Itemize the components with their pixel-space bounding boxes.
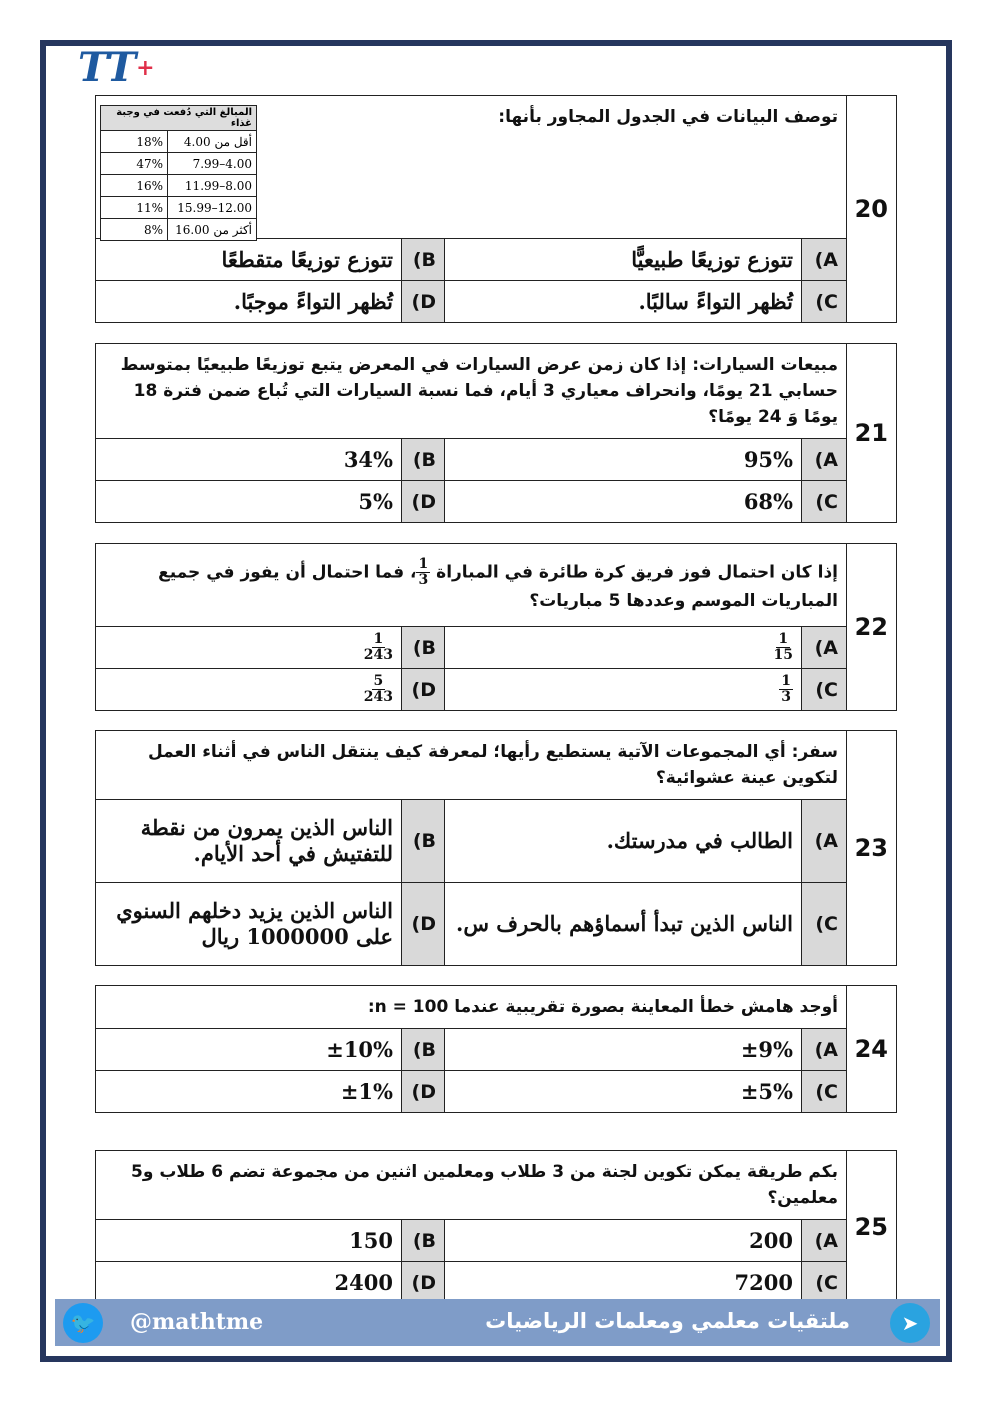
telegram-icon[interactable]: ➤ bbox=[890, 1303, 930, 1343]
question-number: 25 bbox=[846, 1150, 897, 1304]
percent-cell: 18% bbox=[100, 130, 168, 153]
option-d[interactable]: 2400 bbox=[95, 1261, 402, 1304]
footer-bar: 🐦 @mathtme ملتقيات معلمي ومعلمات الرياضي… bbox=[55, 1299, 940, 1346]
option-b[interactable]: 34% bbox=[95, 438, 402, 481]
table-row: 12.00–15.99 11% bbox=[100, 196, 257, 219]
option-a[interactable]: ±9% bbox=[444, 1028, 802, 1071]
logo: TT+ bbox=[78, 44, 155, 91]
question-24: 24 أوجد هامش خطأ المعاينة بصورة تقريبية … bbox=[95, 985, 897, 1113]
option-b[interactable]: تتوزع توزيعًا متقطعًا bbox=[95, 238, 402, 281]
table-row: 8.00–11.99 16% bbox=[100, 174, 257, 197]
option-d[interactable]: 5% bbox=[95, 480, 402, 523]
question-stem: مبيعات السيارات: إذا كان زمن عرض السيارا… bbox=[95, 343, 847, 439]
option-c-label[interactable]: (C bbox=[801, 882, 847, 966]
option-a[interactable]: 200 bbox=[444, 1219, 802, 1262]
question-number: 24 bbox=[846, 985, 897, 1113]
option-a-label[interactable]: (A bbox=[801, 438, 847, 481]
option-d-label[interactable]: (D bbox=[401, 280, 445, 323]
option-d-label[interactable]: (D bbox=[401, 882, 445, 966]
range-cell: أكثر من 16.00 bbox=[167, 218, 257, 241]
question-number: 23 bbox=[846, 730, 897, 966]
option-b[interactable]: ±10% bbox=[95, 1028, 402, 1071]
question-22: 22 إذا كان احتمال فوز فريق كرة طائرة في … bbox=[95, 543, 897, 711]
option-c-label[interactable]: (C bbox=[801, 1261, 847, 1304]
data-table: المبالغ التي دُفعت في وجبة غذاء أقل من 4.… bbox=[100, 105, 257, 241]
option-a-label[interactable]: (A bbox=[801, 1219, 847, 1262]
fraction: 1 243 bbox=[363, 631, 393, 663]
option-a[interactable]: الطالب في مدرستك. bbox=[444, 799, 802, 883]
option-c-label[interactable]: (C bbox=[801, 668, 847, 711]
option-b-label[interactable]: (B bbox=[401, 799, 445, 883]
option-a-label[interactable]: (A bbox=[801, 1028, 847, 1071]
channel-title: ملتقيات معلمي ومعلمات الرياضيات bbox=[485, 1309, 850, 1333]
question-21: 21 مبيعات السيارات: إذا كان زمن عرض السي… bbox=[95, 343, 897, 523]
option-a[interactable]: 1 15 bbox=[444, 626, 802, 669]
option-d-label[interactable]: (D bbox=[401, 1261, 445, 1304]
option-a-label[interactable]: (A bbox=[801, 238, 847, 281]
option-c-label[interactable]: (C bbox=[801, 280, 847, 323]
table-row: 4.00–7.99 47% bbox=[100, 152, 257, 175]
question-stem: سفر: أي المجموعات الآتية يستطيع رأيها؛ ل… bbox=[95, 730, 847, 800]
fraction: 1 15 bbox=[773, 631, 793, 663]
percent-cell: 8% bbox=[100, 218, 168, 241]
option-b[interactable]: 1 243 bbox=[95, 626, 402, 669]
table-row: أقل من 4.00 18% bbox=[100, 130, 257, 153]
option-d[interactable]: ±1% bbox=[95, 1070, 402, 1113]
option-b-label[interactable]: (B bbox=[401, 438, 445, 481]
percent-cell: 47% bbox=[100, 152, 168, 175]
option-a[interactable]: تتوزع توزيعًا طبيعيًّا bbox=[444, 238, 802, 281]
option-a-label[interactable]: (A bbox=[801, 626, 847, 669]
option-a[interactable]: 95% bbox=[444, 438, 802, 481]
range-cell: 4.00–7.99 bbox=[167, 152, 257, 175]
option-c[interactable]: 68% bbox=[444, 480, 802, 523]
percent-cell: 16% bbox=[100, 174, 168, 197]
questions: 20 توصف البيانات في الجدول المجاور بأنها… bbox=[95, 95, 897, 1304]
option-d-label[interactable]: (D bbox=[401, 668, 445, 711]
question-number: 20 bbox=[846, 95, 897, 323]
option-b[interactable]: الناس الذين يمرون من نقطة للتفتيش في أحد… bbox=[95, 799, 402, 883]
range-cell: 8.00–11.99 bbox=[167, 174, 257, 197]
option-d[interactable]: الناس الذين يزيد دخلهم السنوي على 100000… bbox=[95, 882, 402, 966]
question-number: 21 bbox=[846, 343, 897, 523]
option-b-label[interactable]: (B bbox=[401, 238, 445, 281]
option-d-label[interactable]: (D bbox=[401, 480, 445, 523]
percent-cell: 11% bbox=[100, 196, 168, 219]
fraction: 5 243 bbox=[363, 673, 393, 705]
twitter-icon[interactable]: 🐦 bbox=[63, 1303, 103, 1343]
option-d[interactable]: 5 243 bbox=[95, 668, 402, 711]
option-b-label[interactable]: (B bbox=[401, 626, 445, 669]
question-23: 23 سفر: أي المجموعات الآتية يستطيع رأيها… bbox=[95, 730, 897, 966]
table-row: أكثر من 16.00 8% bbox=[100, 218, 257, 241]
option-c[interactable]: تُظهر التواءً سالبًا. bbox=[444, 280, 802, 323]
option-b[interactable]: 150 bbox=[95, 1219, 402, 1262]
question-25: 25 بكم طريقة يمكن تكوين لجنة من 3 طلاب و… bbox=[95, 1150, 897, 1304]
question-stem: أوجد هامش خطأ المعاينة بصورة تقريبية عند… bbox=[95, 985, 847, 1029]
option-a-label[interactable]: (A bbox=[801, 799, 847, 883]
range-cell: 12.00–15.99 bbox=[167, 196, 257, 219]
option-c-label[interactable]: (C bbox=[801, 480, 847, 523]
table-header: المبالغ التي دُفعت في وجبة غذاء bbox=[100, 105, 257, 131]
twitter-handle[interactable]: @mathtme bbox=[130, 1309, 264, 1335]
option-b-label[interactable]: (B bbox=[401, 1028, 445, 1071]
range-cell: أقل من 4.00 bbox=[167, 130, 257, 153]
option-c[interactable]: الناس الذين تبدأ أسماؤهم بالحرف س. bbox=[444, 882, 802, 966]
option-c[interactable]: 7200 bbox=[444, 1261, 802, 1304]
option-d[interactable]: تُظهر التواءً موجبًا. bbox=[95, 280, 402, 323]
option-c[interactable]: ±5% bbox=[444, 1070, 802, 1113]
option-b-label[interactable]: (B bbox=[401, 1219, 445, 1262]
option-d-label[interactable]: (D bbox=[401, 1070, 445, 1113]
question-stem: إذا كان احتمال فوز فريق كرة طائرة في الم… bbox=[95, 543, 847, 627]
page-frame bbox=[40, 40, 952, 1362]
question-number: 22 bbox=[846, 543, 897, 711]
option-c-label[interactable]: (C bbox=[801, 1070, 847, 1113]
question-stem: بكم طريقة يمكن تكوين لجنة من 3 طلاب ومعل… bbox=[95, 1150, 847, 1220]
